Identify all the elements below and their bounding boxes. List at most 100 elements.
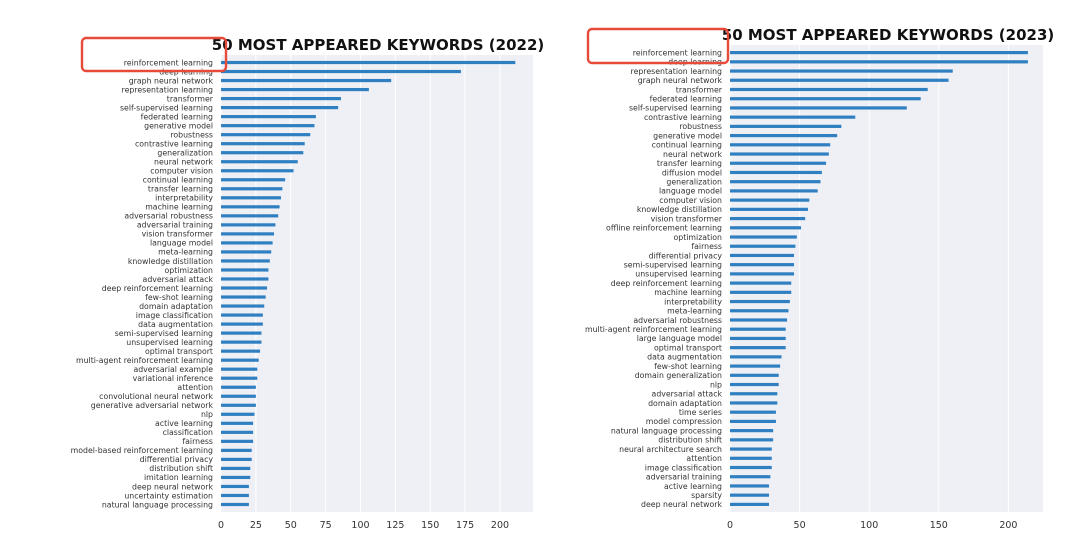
bar (730, 78, 949, 82)
bar (221, 60, 516, 65)
bar (221, 223, 276, 227)
category-label: image classification (136, 311, 213, 320)
bar (221, 277, 269, 281)
category-label: optimal transport (654, 343, 722, 352)
bar (221, 87, 369, 92)
category-label: continual learning (652, 141, 722, 150)
bar (221, 133, 311, 137)
bar (221, 295, 266, 299)
plot-area (221, 55, 533, 512)
category-label: optimal transport (145, 347, 213, 356)
category-label: representation learning (122, 85, 214, 94)
category-label: convolutional neural network (99, 392, 213, 401)
category-label: model compression (646, 417, 722, 426)
category-label: robustness (679, 122, 722, 131)
category-label: neural network (154, 158, 213, 167)
bar (730, 336, 786, 341)
x-tick-label: 0 (218, 520, 224, 531)
bar (221, 376, 258, 380)
category-label: generalization (157, 149, 213, 158)
category-label: machine learning (145, 203, 213, 212)
category-label: vision transformer (142, 230, 214, 239)
bar (221, 448, 252, 452)
category-label: generative model (653, 131, 722, 140)
category-label: fairness (691, 242, 722, 251)
bar (730, 327, 786, 331)
category-label: sparsity (691, 491, 722, 500)
category-label: few-shot learning (145, 293, 213, 302)
category-label: active learning (664, 482, 722, 491)
category-label: domain adaptation (648, 399, 722, 408)
category-label: distribution shift (149, 464, 213, 473)
category-label: self-supervised learning (120, 103, 213, 112)
bar (221, 69, 461, 74)
category-label: language model (150, 239, 213, 248)
bar (730, 382, 779, 387)
category-label: uncertainty estimation (124, 491, 213, 500)
plot-area (730, 45, 1043, 512)
category-label: adversarial robustness (124, 212, 213, 221)
category-label: generalization (666, 177, 722, 186)
category-label: variational inference (133, 374, 214, 383)
x-tick-label: 25 (250, 520, 262, 531)
bar (221, 187, 283, 191)
category-label: nlp (201, 410, 213, 419)
bar (221, 268, 269, 272)
category-label: deep neural network (641, 500, 722, 509)
x-tick-label: 0 (727, 520, 733, 531)
category-label: contrastive learning (135, 139, 213, 148)
category-label: vision transformer (651, 214, 723, 223)
x-tick-label: 100 (860, 520, 878, 531)
bar (221, 493, 249, 498)
category-label: neural architecture search (619, 445, 722, 454)
bar (221, 394, 256, 398)
category-label: reinforcement learning (633, 48, 722, 57)
bar (730, 438, 774, 442)
category-label: image classification (645, 463, 722, 472)
bar (221, 385, 256, 389)
bar (730, 447, 772, 451)
category-label: adversarial example (133, 365, 213, 374)
bar (730, 272, 795, 276)
category-label: nlp (710, 380, 722, 389)
bar (730, 475, 771, 479)
category-label: computer vision (150, 167, 213, 176)
bar (730, 419, 776, 424)
bar (730, 180, 821, 184)
category-label: distribution shift (658, 436, 722, 445)
bar (730, 263, 795, 267)
category-label: contrastive learning (644, 113, 722, 122)
chart-title: 50 MOST APPEARED KEYWORDS (2022) (212, 36, 544, 54)
bar (221, 106, 339, 110)
category-label: optimization (673, 233, 722, 242)
bar (730, 69, 953, 73)
category-label: differential privacy (140, 455, 214, 464)
bar (221, 403, 256, 407)
bar (221, 484, 249, 489)
category-label: classification (163, 428, 213, 437)
category-label: optimization (164, 266, 213, 275)
bar (221, 142, 305, 146)
category-label: meta-learning (667, 307, 722, 316)
bar (730, 299, 790, 304)
category-label: attention (686, 454, 722, 463)
bar (221, 304, 265, 308)
category-label: generative model (144, 121, 213, 130)
bar (221, 115, 316, 119)
category-label: federated learning (141, 112, 213, 121)
category-label: meta-learning (158, 248, 213, 257)
bar (221, 151, 304, 155)
x-tick-label: 150 (930, 520, 948, 531)
category-label: generative adversarial network (91, 401, 214, 410)
bar (730, 143, 831, 147)
x-tick-label: 150 (421, 520, 439, 531)
bar (221, 457, 252, 461)
category-label: imitation learning (144, 473, 213, 482)
bar (730, 189, 818, 193)
category-label: self-supervised learning (629, 104, 722, 113)
bar (730, 97, 921, 101)
category-label: adversarial attack (652, 390, 723, 399)
bar (221, 322, 263, 326)
category-label: data augmentation (647, 353, 722, 362)
